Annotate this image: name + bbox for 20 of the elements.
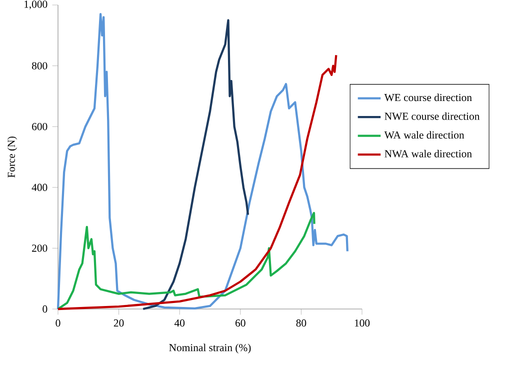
line-series <box>142 19 250 310</box>
y-tick-label: 0 <box>42 305 48 313</box>
legend-label: NWE course direction <box>384 112 480 120</box>
legend-label: WE course direction <box>384 94 472 102</box>
y-tick-label: 200 <box>32 244 48 252</box>
y-tick-label: 800 <box>32 62 48 70</box>
x-tick-label: 60 <box>236 319 246 327</box>
x-tick-label: 0 <box>56 319 60 327</box>
line-series <box>56 13 348 310</box>
x-axis-title: Nominal strain (%) <box>169 344 251 354</box>
legend-label: WA wale direction <box>384 131 464 139</box>
y-tick-label: 1,000 <box>24 0 48 10</box>
y-tick-label: 600 <box>32 123 48 130</box>
x-tick-label: 80 <box>296 319 306 327</box>
x-tick-label: 20 <box>114 319 124 327</box>
y-axis-title: Force (N) <box>7 136 18 178</box>
legend-label: NWA wale direction <box>384 150 472 158</box>
x-tick-label: 40 <box>174 319 185 327</box>
x-tick-label: 100 <box>354 319 370 327</box>
y-tick-label: 400 <box>32 184 48 191</box>
